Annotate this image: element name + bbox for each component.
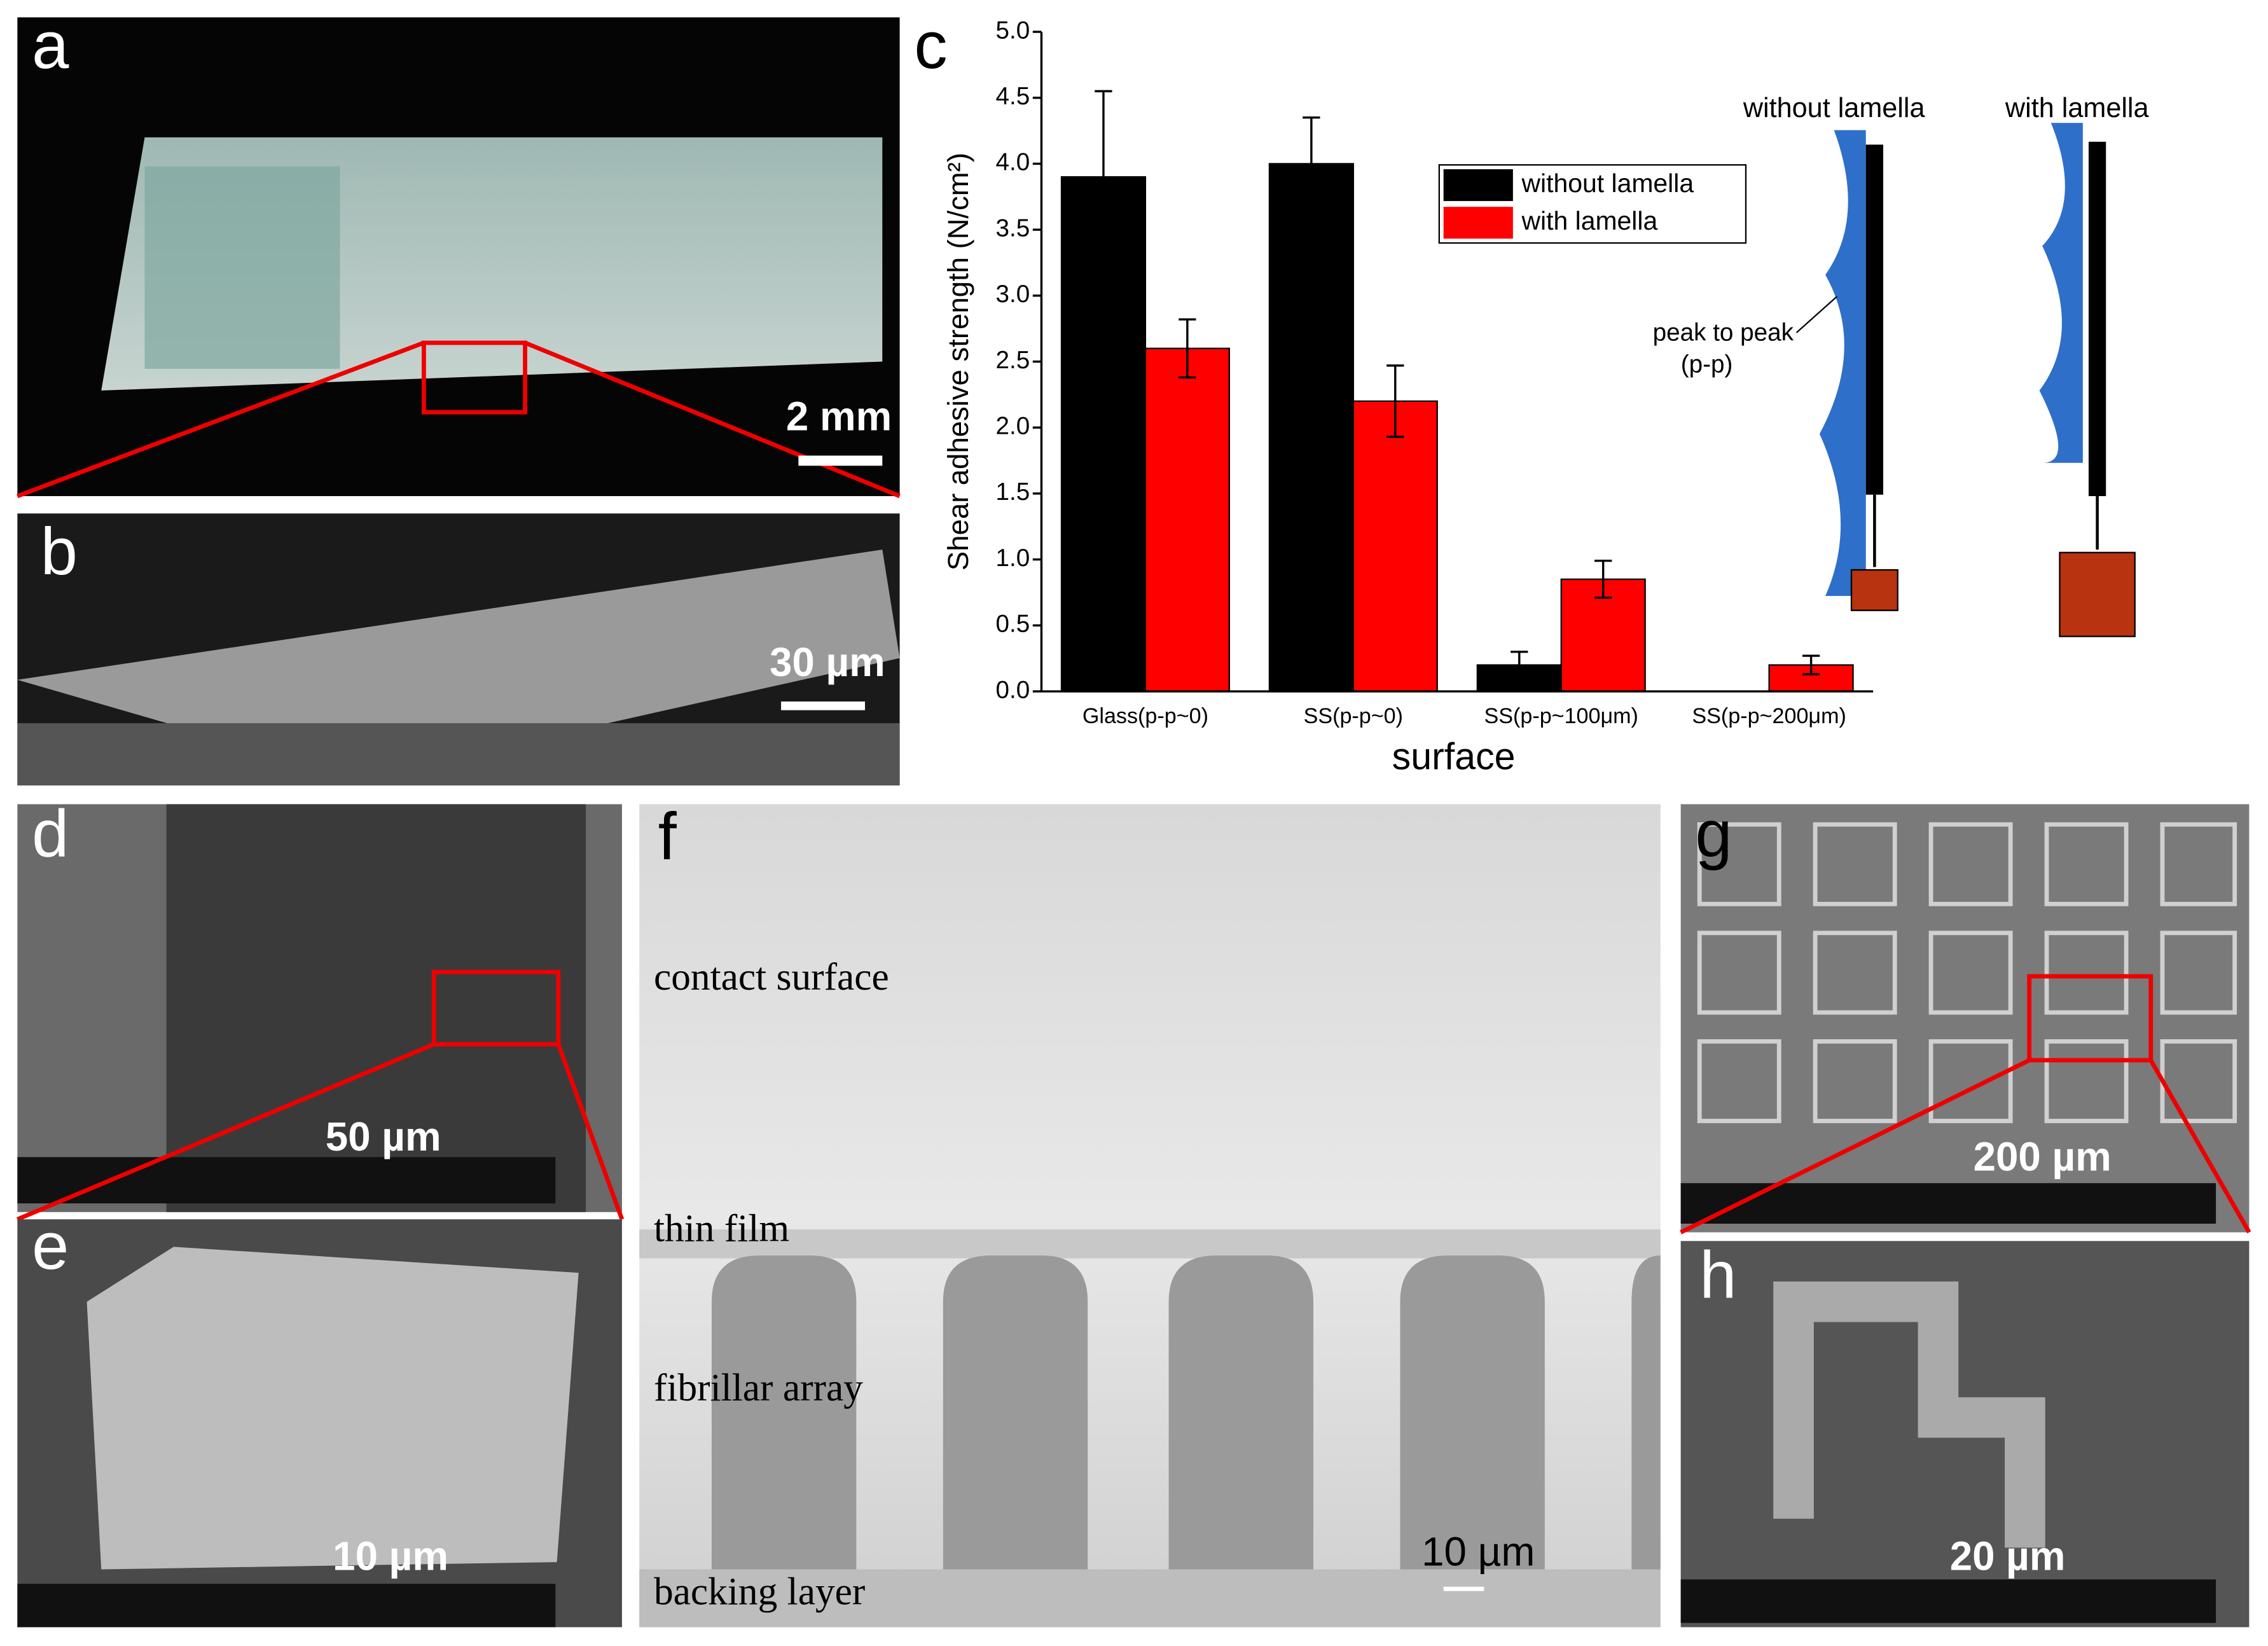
bar [1352,400,1438,693]
zoom-box [2027,974,2154,1063]
scale-label: 10 µm [1421,1530,1535,1575]
diagram-title: without lamella [1743,93,1926,123]
info-bar [1680,1183,2216,1224]
error-bar [1802,654,1820,675]
legend-label: without lamella [1521,169,1694,198]
x-tick-label: SS(p-p~0) [1304,704,1403,728]
legend-label: with lamella [1521,206,1657,235]
y-tick-label: 5.0 [996,17,1030,44]
scale-bar [781,701,866,710]
zoom-box [421,340,527,415]
bar [1144,347,1230,693]
thin-film [639,1229,1661,1259]
scale-label: 200 µm [1974,1135,2112,1180]
scale-label: 2 mm [786,394,892,439]
error-bar [1095,90,1112,264]
legend-swatch [1443,207,1513,239]
x-tick-label: SS(p-p~200μm) [1692,704,1846,728]
info-bar [1680,1579,2216,1623]
panel-label: d [32,797,69,871]
zoom-line [556,1043,625,1221]
zoom-line [17,1042,435,1222]
sample [17,550,900,738]
y-tick-label: 4.0 [996,149,1030,176]
zoom-line [524,340,901,499]
scale-label: 10 µm [333,1533,448,1579]
y-tick-label: 3.5 [996,214,1030,242]
zoom-box [431,969,561,1047]
panel-label: e [32,1209,69,1283]
error-bar [1594,560,1612,599]
layer-label: backing layer [654,1570,865,1613]
y-tick-label: 2.0 [996,412,1030,439]
legend-swatch [1443,169,1513,202]
scale-label: 20 µm [1950,1533,2066,1579]
y-tick-label: 1.5 [996,478,1030,506]
x-tick-label: Glass(p-p~0) [1082,704,1208,728]
layer-label: contact surface [654,955,889,999]
panel-label: h [1699,1238,1736,1312]
fibril-gaps [711,1255,1661,1570]
panel-label: g [1695,797,1732,871]
panel-label: c [914,8,947,83]
backing [639,1569,1661,1628]
pattern [1697,822,2237,1123]
y-axis-label: Shear adhesive strength (N/cm²) [942,153,974,571]
scale-label: 30 µm [770,640,885,685]
zoom-line [17,340,425,499]
annotation: peak to peak [1653,319,1794,347]
info-bar [17,1584,556,1628]
panel-label: b [41,515,78,589]
scale-bar [798,455,883,466]
zoom-line [2148,1059,2251,1234]
zoom-line [1680,1058,2031,1234]
x-axis-label: surface [1392,735,1516,778]
substrate [17,723,900,785]
y-tick-label: 1.0 [996,544,1030,572]
info-bar [17,1157,556,1204]
annotation: (p-p) [1681,351,1733,378]
panel-label: f [658,799,677,874]
photo-g [1680,804,2250,1233]
diagram [1795,123,2136,637]
layer-label: thin film [654,1207,789,1250]
scale-label: 50 µm [326,1114,441,1159]
pattern [1773,1281,2045,1548]
sample-area [144,166,340,369]
fibrils [86,1247,579,1570]
layer-label: fibrillar array [654,1366,863,1409]
photo-d-region [166,804,586,1212]
y-tick-label: 2.5 [996,347,1030,374]
scale-bar [1443,1586,1484,1591]
y-tick-label: 0.5 [996,611,1030,638]
y-tick-label: 3.0 [996,280,1030,308]
diagram-title: with lamella [2005,93,2150,123]
y-tick-label: 0.0 [996,676,1030,703]
error-bar [1303,116,1320,211]
bar [1268,163,1354,693]
error-bar [1386,364,1404,438]
panel-label: a [32,8,69,83]
error-bar [1179,318,1196,379]
error-bar [1511,651,1528,680]
x-tick-label: SS(p-p~100μm) [1484,704,1638,728]
y-tick-label: 4.5 [996,83,1030,110]
